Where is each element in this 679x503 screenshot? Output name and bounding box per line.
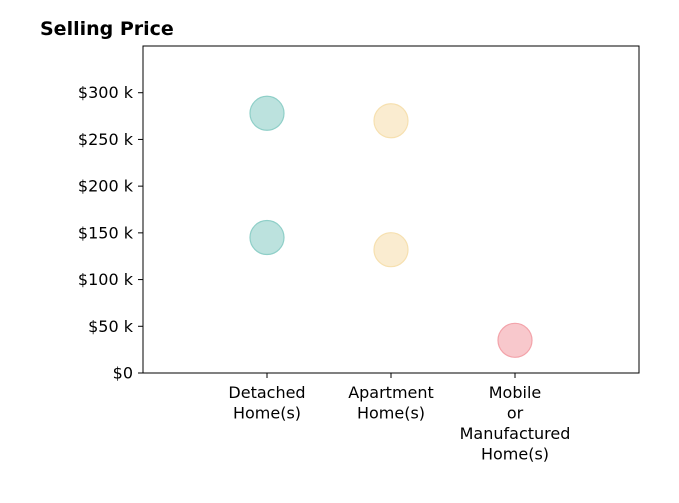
y-tick-label: $250 k <box>78 130 134 149</box>
y-tick-label: $150 k <box>78 223 134 242</box>
data-point <box>249 95 285 131</box>
data-point <box>249 219 285 256</box>
x-tick-label: Mobile or Manufactured Home(s) <box>460 383 571 464</box>
y-axis: $0 $50 k $100 k $150 k $200 k $250 k $300 k <box>78 83 143 383</box>
data-point <box>373 103 409 139</box>
x-tick-label: Apartment Home(s) <box>348 383 434 423</box>
y-tick-label: $200 k <box>78 177 134 196</box>
points-layer <box>249 95 533 358</box>
y-tick-label: $0 <box>113 364 133 383</box>
plot-frame <box>142 45 640 374</box>
x-axis: Detached Home(s) Apartment Home(s) Mobile or M… <box>228 373 570 464</box>
data-point <box>497 322 533 358</box>
x-tick-label: Detached Home(s) <box>228 383 305 423</box>
chart-title: Selling Price <box>40 18 174 40</box>
data-point <box>373 232 409 268</box>
y-tick-label: $50 k <box>88 317 134 336</box>
y-tick-label: $300 k <box>78 83 134 102</box>
y-tick-label: $100 k <box>78 270 134 289</box>
